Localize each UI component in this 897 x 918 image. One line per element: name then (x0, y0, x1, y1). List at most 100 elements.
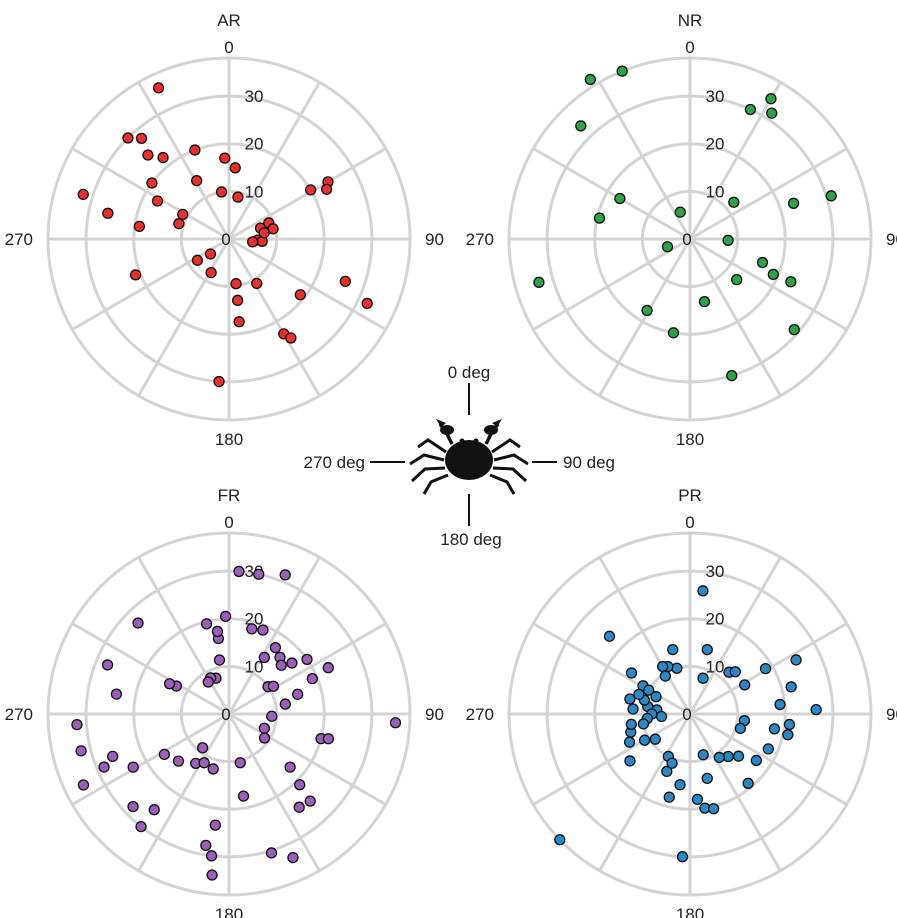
angle-tick-label: 180 (215, 430, 243, 449)
data-point (267, 680, 280, 692)
angular-gridline (532, 712, 691, 806)
radial-tick-label: 0 (221, 705, 230, 724)
angular-gridline (532, 147, 691, 241)
radial-tick-label: 0 (682, 705, 691, 724)
data-point (200, 618, 213, 630)
data-point (284, 761, 296, 773)
data-point (768, 723, 781, 735)
data-point (306, 672, 318, 685)
data-point (292, 688, 304, 700)
chart-title: FR (218, 486, 241, 505)
data-point (783, 718, 796, 731)
radial-tick-label: 10 (706, 182, 725, 201)
data-point (304, 795, 316, 807)
legend-top-label: 0 deg (448, 363, 491, 382)
data-point (782, 729, 794, 741)
radial-gridline (640, 664, 740, 764)
data-point (152, 82, 165, 94)
data-point (697, 585, 709, 597)
data-point (659, 670, 672, 682)
data-point (750, 754, 762, 767)
data-point (697, 749, 709, 761)
angular-gridline (598, 556, 692, 715)
data-point (258, 722, 270, 734)
data-point (232, 191, 244, 203)
data-point (322, 662, 334, 674)
data-point (305, 184, 317, 196)
angular-gridline (137, 238, 231, 397)
data-point (785, 276, 797, 288)
radial-gridline (46, 531, 412, 897)
radial-gridline (132, 142, 326, 336)
data-point (787, 197, 800, 209)
data-point (246, 236, 259, 248)
chart-title: AR (217, 11, 241, 30)
data-point (286, 657, 298, 669)
data-point (633, 688, 645, 701)
data-point (77, 188, 89, 201)
data-point (322, 733, 335, 745)
radial-gridline (84, 94, 374, 384)
crab-icon (409, 419, 529, 495)
data-point (191, 175, 203, 187)
data-point (616, 65, 628, 77)
data-point (661, 765, 673, 778)
data-point (287, 851, 299, 864)
data-point (767, 268, 779, 281)
data-point (774, 698, 786, 711)
data-point (649, 733, 661, 745)
radial-gridline (545, 569, 835, 859)
angular-gridline (532, 622, 691, 716)
data-point (785, 681, 797, 693)
data-point (663, 791, 675, 803)
polar-chart-nr: NR 0 90 180 270 0 10 20 30 (466, 11, 897, 449)
angle-tick-label: 180 (676, 430, 704, 449)
data-point (215, 186, 228, 198)
data-point (173, 218, 185, 230)
data-point (191, 254, 204, 266)
radial-gridline (84, 569, 374, 859)
data-point (671, 662, 683, 674)
data-point (661, 241, 674, 253)
data-point (667, 327, 680, 339)
data-point (253, 568, 265, 580)
angular-gridline (71, 622, 230, 716)
radial-gridline (46, 56, 412, 422)
data-point (129, 269, 142, 281)
data-point (133, 220, 146, 233)
angle-tick-label: 0 (224, 38, 233, 57)
data-point (101, 659, 114, 671)
angular-gridline (689, 237, 848, 331)
data-point (257, 624, 269, 636)
data-point (624, 693, 636, 705)
data-point (554, 834, 566, 846)
data-point (158, 748, 171, 761)
data-point (728, 196, 740, 208)
data-point (294, 289, 306, 301)
radial-tick-label: 0 (682, 230, 691, 249)
data-point (361, 297, 373, 310)
data-point (258, 227, 270, 239)
angle-tick-label: 180 (215, 905, 243, 918)
data-point (71, 718, 83, 731)
data-point (825, 190, 837, 202)
data-point (674, 206, 686, 218)
angular-gridline (689, 147, 848, 241)
data-point (234, 757, 246, 769)
data-point (122, 132, 134, 144)
angle-tick-label: 90 (886, 230, 897, 249)
data-point (625, 718, 638, 730)
data-point (788, 323, 800, 336)
polar-chart-ar: AR 0 90 180 270 0 10 20 30 (5, 11, 444, 449)
data-point (697, 672, 709, 684)
data-point (625, 667, 638, 679)
data-point (731, 273, 743, 286)
data-point (637, 718, 650, 730)
data-point (698, 296, 711, 308)
data-point (219, 610, 232, 623)
radial-gridline (593, 142, 787, 336)
data-point (196, 742, 209, 754)
data-point (320, 183, 333, 195)
data-point (198, 757, 210, 769)
data-point (266, 710, 278, 722)
